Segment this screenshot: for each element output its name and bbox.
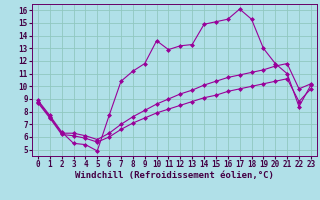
X-axis label: Windchill (Refroidissement éolien,°C): Windchill (Refroidissement éolien,°C)	[75, 171, 274, 180]
